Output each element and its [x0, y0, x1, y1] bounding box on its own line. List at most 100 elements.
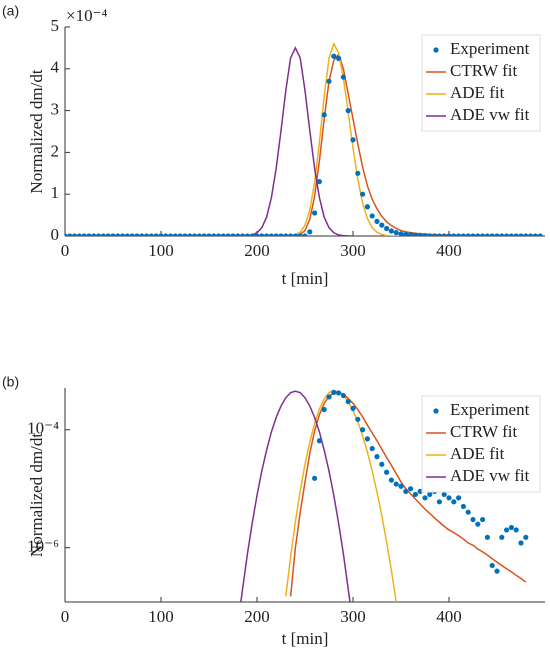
data-point [408, 486, 414, 492]
data-point [91, 233, 97, 236]
data-point [480, 516, 486, 523]
data-point [518, 540, 524, 546]
panel-label: (a) [2, 3, 19, 19]
data-point [384, 225, 390, 232]
data-point [220, 233, 226, 236]
legend-label: Experiment [450, 400, 530, 419]
data-point [139, 233, 145, 236]
y-tick-label: 5 [51, 16, 60, 35]
data-point [460, 233, 466, 236]
data-point [350, 137, 356, 143]
data-point [345, 108, 351, 114]
data-point [451, 233, 457, 236]
data-point [408, 232, 414, 236]
data-point [336, 390, 342, 396]
data-point [475, 233, 481, 236]
data-point [331, 53, 337, 59]
data-point [230, 233, 236, 236]
series-line [237, 46, 354, 236]
data-point [168, 233, 174, 236]
x-tick-label: 100 [148, 241, 174, 260]
y-tick-label: 2 [51, 141, 60, 160]
data-point [427, 491, 433, 498]
data-point [523, 534, 529, 540]
data-point [196, 233, 202, 236]
data-point [124, 233, 130, 236]
x-tick-label: 400 [436, 607, 462, 626]
data-point [100, 233, 106, 236]
y-tick-label: 10⁻⁶ [27, 537, 59, 556]
data-point [513, 233, 519, 236]
data-point [76, 233, 82, 236]
data-point [336, 55, 342, 61]
y-tick-label: 0 [51, 225, 60, 244]
data-point [388, 477, 394, 483]
data-point [355, 416, 361, 422]
data-point [302, 233, 308, 236]
data-point [240, 233, 246, 236]
data-point [312, 475, 318, 481]
data-point [508, 524, 514, 531]
x-tick-label: 0 [61, 607, 70, 626]
data-point [499, 534, 505, 540]
data-point [120, 233, 126, 236]
data-point [312, 210, 318, 216]
data-point [172, 233, 178, 236]
series-line [240, 390, 351, 602]
data-point [374, 218, 380, 224]
data-point [441, 491, 447, 498]
data-point [393, 230, 399, 236]
data-point [278, 233, 284, 236]
data-point [528, 233, 534, 236]
legend-label: CTRW fit [450, 61, 517, 80]
legend-label: Experiment [450, 39, 530, 58]
data-point [259, 233, 265, 236]
legend-marker [433, 47, 439, 53]
y-multiplier: ×10⁻⁴ [66, 6, 108, 25]
data-point [384, 469, 390, 475]
data-point [182, 233, 188, 236]
data-point [297, 233, 303, 236]
y-axis-label: Normalized dm/dt [27, 433, 46, 557]
data-point [254, 233, 260, 236]
data-point [326, 394, 332, 400]
data-point [513, 527, 519, 533]
data-point [321, 112, 327, 118]
data-point [388, 228, 394, 234]
data-point [465, 233, 471, 236]
data-point [436, 233, 442, 236]
data-point [537, 233, 543, 236]
y-tick-label: 4 [51, 58, 60, 77]
data-point [422, 232, 428, 236]
x-tick-label: 0 [61, 241, 70, 260]
data-point [470, 516, 476, 523]
data-point [446, 495, 452, 501]
legend-label: ADE fit [450, 83, 505, 102]
data-point [340, 74, 346, 80]
data-point [216, 233, 222, 236]
data-point [432, 233, 438, 236]
data-point [360, 191, 366, 197]
data-point [484, 534, 490, 540]
data-point [393, 481, 399, 487]
data-point [307, 229, 313, 235]
data-point [292, 233, 298, 236]
data-point [480, 233, 486, 236]
data-point [494, 233, 500, 236]
data-point [340, 392, 346, 399]
data-point [65, 233, 68, 236]
data-point [235, 233, 241, 236]
x-tick-label: 300 [340, 241, 366, 260]
data-point [249, 233, 255, 236]
data-point [158, 233, 164, 236]
data-point [364, 436, 370, 442]
data-point [484, 233, 490, 236]
data-point [369, 445, 375, 452]
data-point [264, 233, 270, 236]
x-axis-label: t [min] [282, 269, 329, 288]
data-point [412, 232, 418, 236]
data-point [326, 78, 332, 84]
data-point [67, 233, 73, 236]
x-tick-label: 200 [244, 241, 270, 260]
